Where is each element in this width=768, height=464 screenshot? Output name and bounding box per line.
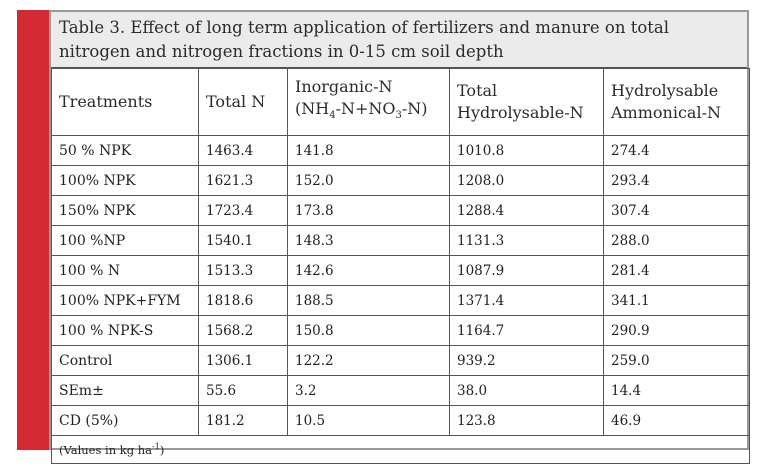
cell-hydrolysable-ammonical-n: 288.0 [603,225,750,256]
cell-inorganic-n: 122.2 [287,345,450,376]
cell-total-n: 55.6 [198,375,288,406]
cell-total-hydrolysable-n: 1288.4 [449,195,604,226]
header-hydrolysable-ammonical-n: Hydrolysable Ammonical-N [603,68,750,136]
cell-treatment: 50 % NPK [51,135,199,166]
cell-total-hydrolysable-n: 1208.0 [449,165,604,196]
table-row: 100% NPK 1621.3 152.0 1208.0 293.4 [51,165,750,196]
cell-inorganic-n: 152.0 [287,165,450,196]
formula-part: -N+NO [335,99,396,119]
footnote-text: ) [159,442,165,457]
cell-inorganic-n: 173.8 [287,195,450,226]
header-line: Hydrolysable [611,81,719,100]
cell-total-hydrolysable-n: 939.2 [449,345,604,376]
cell-treatment: 150% NPK [51,195,199,226]
table-panel: Table 3. Effect of long term application… [49,10,750,464]
header-inorganic-n: Inorganic-N (NH4-N+NO3-N) [287,68,450,136]
accent-bar [17,10,49,450]
cell-inorganic-n: 142.6 [287,255,450,286]
cell-inorganic-n: 148.3 [287,225,450,256]
table-row: 100 %NP 1540.1 148.3 1131.3 288.0 [51,225,750,256]
cell-inorganic-n: 150.8 [287,315,450,346]
formula-part: (NH [295,99,330,119]
cell-hydrolysable-ammonical-n: 341.1 [603,285,750,316]
header-line: Total [457,81,498,100]
table-caption: Table 3. Effect of long term application… [51,12,747,68]
formula-part: -N) [401,99,428,119]
footnote-row: (Values in kg ha-1) [51,435,750,464]
footnote: (Values in kg ha-1) [51,435,750,464]
header-total-n: Total N [198,68,288,136]
table-row: 100% NPK+FYM 1818.6 188.5 1371.4 341.1 [51,285,750,316]
footnote-text: (Values in kg ha [59,442,153,457]
cell-treatment: 100 % N [51,255,199,286]
table-row: CD (5%) 181.2 10.5 123.8 46.9 [51,405,750,436]
cell-hydrolysable-ammonical-n: 14.4 [603,375,750,406]
cell-hydrolysable-ammonical-n: 307.4 [603,195,750,226]
cell-treatment: CD (5%) [51,405,199,436]
header-total-hydrolysable-n: Total Hydrolysable-N [449,68,604,136]
cell-inorganic-n: 3.2 [287,375,450,406]
cell-total-hydrolysable-n: 1010.8 [449,135,604,166]
header-line: Hydrolysable-N [457,103,584,122]
cell-treatment: 100 %NP [51,225,199,256]
cell-hydrolysable-ammonical-n: 274.4 [603,135,750,166]
header-treatments: Treatments [51,68,199,136]
table-body: 50 % NPK 1463.4 141.8 1010.8 274.4 100% NPK 16… [51,135,750,436]
cell-total-hydrolysable-n: 1371.4 [449,285,604,316]
cell-hydrolysable-ammonical-n: 293.4 [603,165,750,196]
cell-treatment: Control [51,345,199,376]
cell-total-n: 1463.4 [198,135,288,166]
header-inorganic-line2: (NH4-N+NO3-N) [295,99,428,121]
cell-total-n: 1568.2 [198,315,288,346]
cell-total-n: 1818.6 [198,285,288,316]
cell-inorganic-n: 141.8 [287,135,450,166]
cell-inorganic-n: 188.5 [287,285,450,316]
table-row: 150% NPK 1723.4 173.8 1288.4 307.4 [51,195,750,226]
cell-total-hydrolysable-n: 38.0 [449,375,604,406]
table-row: SEm± 55.6 3.2 38.0 14.4 [51,375,750,406]
cell-total-n: 1540.1 [198,225,288,256]
cell-treatment: 100% NPK [51,165,199,196]
cell-treatment: SEm± [51,375,199,406]
cell-inorganic-n: 10.5 [287,405,450,436]
table-row: 50 % NPK 1463.4 141.8 1010.8 274.4 [51,135,750,166]
cell-total-hydrolysable-n: 1164.7 [449,315,604,346]
footnote-superscript: -1 [152,442,160,452]
header-line: Ammonical-N [611,103,721,122]
cell-total-hydrolysable-n: 1131.3 [449,225,604,256]
cell-hydrolysable-ammonical-n: 259.0 [603,345,750,376]
table-row: 100 % N 1513.3 142.6 1087.9 281.4 [51,255,750,286]
data-table: Treatments Total N Inorganic-N (NH4-N+NO… [51,68,750,464]
cell-hydrolysable-ammonical-n: 46.9 [603,405,750,436]
cell-total-n: 181.2 [198,405,288,436]
table-row: Control 1306.1 122.2 939.2 259.0 [51,345,750,376]
cell-total-n: 1306.1 [198,345,288,376]
cell-total-n: 1621.3 [198,165,288,196]
cell-treatment: 100 % NPK-S [51,315,199,346]
cell-total-n: 1513.3 [198,255,288,286]
cell-hydrolysable-ammonical-n: 281.4 [603,255,750,286]
formula-subscript: 3 [395,110,402,122]
cell-treatment: 100% NPK+FYM [51,285,199,316]
cell-hydrolysable-ammonical-n: 290.9 [603,315,750,346]
cell-total-hydrolysable-n: 123.8 [449,405,604,436]
formula-subscript: 4 [329,110,336,122]
header-inorganic-line1: Inorganic-N [295,77,393,97]
cell-total-n: 1723.4 [198,195,288,226]
table-row: 100 % NPK-S 1568.2 150.8 1164.7 290.9 [51,315,750,346]
cell-total-hydrolysable-n: 1087.9 [449,255,604,286]
header-row: Treatments Total N Inorganic-N (NH4-N+NO… [51,68,750,136]
